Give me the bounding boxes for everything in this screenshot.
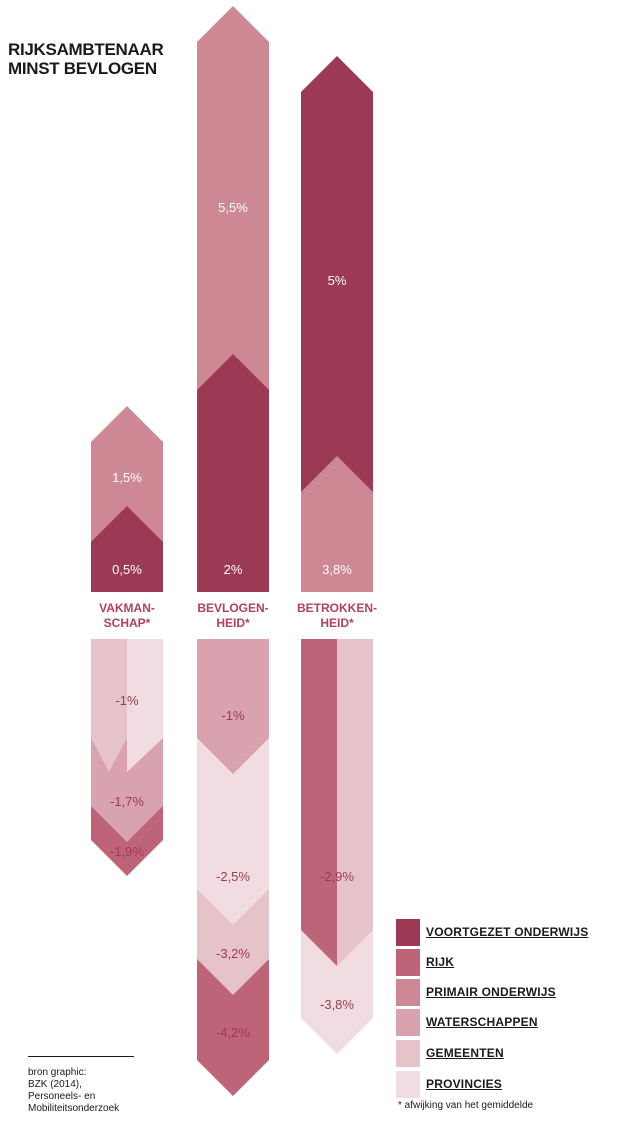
category-label-vakmanschap: VAKMAN- SCHAP* xyxy=(72,601,182,631)
source-line: BZK (2014), xyxy=(28,1079,82,1090)
category-label-betrokkenheid: BETROKKEN- HEID* xyxy=(282,601,392,631)
value-label: -2,9% xyxy=(320,869,354,884)
legend-swatch xyxy=(396,949,420,976)
source-line: bron graphic: xyxy=(28,1067,87,1078)
bar-betrokkenheid-primair-onderwijs xyxy=(301,456,373,592)
value-label: 0,5% xyxy=(112,562,142,577)
category-label-line: SCHAP* xyxy=(103,616,151,630)
value-label: 1,5% xyxy=(112,470,142,485)
value-label: -1% xyxy=(115,693,139,708)
legend-swatch xyxy=(396,1071,420,1098)
value-label: 5,5% xyxy=(218,200,248,215)
legend-label: PROVINCIES xyxy=(426,1077,503,1091)
bar-bevlogenheid-voortgezet-onderwijs xyxy=(197,354,269,592)
chart-title: RIJKSAMBTENAAR MINST BEVLOGEN xyxy=(8,40,164,78)
bar-vakmanschap-provincies xyxy=(127,639,163,772)
source-line: Personeels- en xyxy=(28,1091,96,1102)
legend-swatch xyxy=(396,919,420,946)
source-note: bron graphic: BZK (2014), Personeels- en… xyxy=(28,1056,134,1115)
category-label-bevlogenheid: BEVLOGEN- HEID* xyxy=(178,601,288,631)
value-label: 5% xyxy=(328,273,347,288)
bar-betrokkenheid-gemeenten xyxy=(337,639,373,966)
bar-vakmanschap-voortgezet-onderwijs xyxy=(91,506,163,592)
bar-bevlogenheid-waterschappen xyxy=(197,639,269,774)
footnote: * afwijking van het gemiddelde xyxy=(398,1100,534,1111)
source-line: Mobiliteitsonderzoek xyxy=(28,1103,120,1114)
value-label: -3,8% xyxy=(320,997,354,1012)
legend-swatch xyxy=(396,1009,420,1036)
legend-label: GEMEENTEN xyxy=(426,1046,504,1060)
category-label-line: VAKMAN- xyxy=(99,601,155,615)
bar-betrokkenheid-voortgezet-onderwijs xyxy=(301,56,373,592)
value-label: -2,5% xyxy=(216,869,250,884)
value-label: -1% xyxy=(221,708,245,723)
value-label: -1,9% xyxy=(110,844,144,859)
value-label: 3,8% xyxy=(322,562,352,577)
legend-label: WATERSCHAPPEN xyxy=(426,1015,538,1029)
category-label-line: BETROKKEN- xyxy=(297,601,377,615)
chart-title-line-1: RIJKSAMBTENAAR xyxy=(8,40,164,59)
value-label: -1,7% xyxy=(110,794,144,809)
legend-swatch xyxy=(396,979,420,1006)
chart-title-line-2: MINST BEVLOGEN xyxy=(8,59,157,78)
legend-label: PRIMAIR ONDERWIJS xyxy=(426,985,556,999)
legend-label: RIJK xyxy=(426,955,455,969)
value-label: -4,2% xyxy=(216,1025,250,1040)
legend-swatch xyxy=(396,1040,420,1067)
category-label-line: HEID* xyxy=(320,616,354,630)
category-label-line: HEID* xyxy=(216,616,250,630)
value-label: 2% xyxy=(224,562,243,577)
bar-vakmanschap-gemeenten xyxy=(91,639,127,772)
legend-label: VOORTGEZET ONDERWIJS xyxy=(426,925,589,939)
category-label-line: BEVLOGEN- xyxy=(197,601,269,615)
bar-betrokkenheid-rijk xyxy=(301,639,337,966)
value-label: -3,2% xyxy=(216,946,250,961)
